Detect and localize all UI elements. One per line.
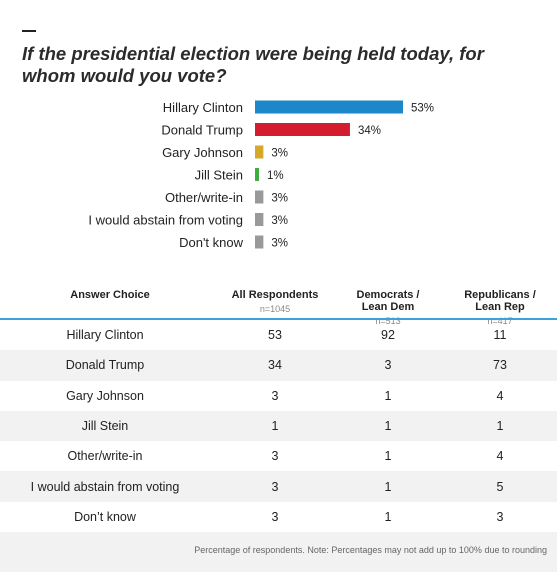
bar xyxy=(255,100,403,114)
cell-rep: 4 xyxy=(496,388,504,403)
bar-value-label: 3% xyxy=(271,193,288,205)
cell-rep: 1 xyxy=(496,419,504,434)
table-row: Hillary Clinton 53 92 11 xyxy=(0,320,557,350)
bar xyxy=(255,213,264,226)
table-row: Gary Johnson 3 1 4 xyxy=(0,381,557,411)
bar-category-label: Other/write-in xyxy=(165,190,243,205)
cell-choice: Other/write-in xyxy=(67,449,143,464)
header-dem-n: n=513 xyxy=(375,316,401,326)
cell-rep: 5 xyxy=(496,479,504,494)
cell-dem: 1 xyxy=(384,509,392,524)
cell-dem: 1 xyxy=(384,419,392,434)
cell-rep: 73 xyxy=(493,358,507,373)
cell-dem: 1 xyxy=(384,388,392,403)
bar-value-label: 1% xyxy=(267,170,284,182)
bar xyxy=(255,123,350,136)
bar-chart: Hillary Clinton 53% Donald Trump 34% Gary Jo… xyxy=(88,100,434,250)
cell-all: 1 xyxy=(271,419,279,434)
cell-all: 3 xyxy=(271,388,279,403)
cell-dem: 92 xyxy=(381,328,395,343)
table-row: Donald Trump 34 3 73 xyxy=(0,350,557,381)
header-rule xyxy=(0,318,557,320)
bar xyxy=(255,235,264,249)
cell-dem: 3 xyxy=(384,358,392,373)
table-row: I would abstain from voting 3 1 5 xyxy=(0,471,557,502)
header-all-respondents: All Respondents n=1045 xyxy=(225,289,325,315)
chart-title: If the presidential election were being … xyxy=(22,43,484,86)
table-body: Hillary Clinton 53 92 11 Donald Trump 34… xyxy=(0,320,557,532)
cell-all: 53 xyxy=(268,328,282,343)
cell-all: 3 xyxy=(271,449,279,464)
cell-rep: 11 xyxy=(493,328,507,343)
header-all-n: n=1045 xyxy=(259,304,291,314)
cell-dem: 1 xyxy=(384,449,392,464)
bar xyxy=(255,190,264,204)
title-dash xyxy=(22,30,36,32)
bar-category-label: Hillary Clinton xyxy=(163,100,243,115)
bar-value-label: 3% xyxy=(271,238,288,250)
cell-choice: I would abstain from voting xyxy=(30,479,180,494)
cell-all: 3 xyxy=(271,479,279,494)
bar-category-label: Don't know xyxy=(179,235,244,250)
header-democrats: Democrats / Lean Dem n=513 xyxy=(338,277,438,339)
bar-category-label: I would abstain from voting xyxy=(88,213,243,228)
cell-rep: 4 xyxy=(496,449,504,464)
bar xyxy=(255,145,264,159)
bar-category-label: Jill Stein xyxy=(195,168,243,183)
table-row: Jill Stein 1 1 1 xyxy=(0,410,557,442)
footnote: Percentage of respondents. Note: Percent… xyxy=(194,545,547,555)
header-republicans: Republicans / Lean Rep n=417 xyxy=(450,277,550,339)
cell-rep: 3 xyxy=(496,509,504,524)
footer-band xyxy=(0,532,557,572)
bar-value-label: 53% xyxy=(411,103,434,115)
cell-choice: Don’t know xyxy=(74,509,136,524)
cell-all: 3 xyxy=(271,509,279,524)
cell-choice: Jill Stein xyxy=(81,419,129,434)
cell-all: 34 xyxy=(268,358,282,373)
table-header: Answer Choice All Respondents n=1045 Dem… xyxy=(0,272,557,326)
cell-dem: 1 xyxy=(384,479,392,494)
bar-value-label: 34% xyxy=(358,125,381,137)
bar-category-label: Donald Trump xyxy=(161,123,243,138)
cell-choice: Gary Johnson xyxy=(66,388,144,403)
table-row: Don’t know 3 1 3 xyxy=(0,502,557,532)
bar-category-label: Gary Johnson xyxy=(162,145,243,160)
header-rep-n: n=417 xyxy=(487,316,513,326)
bar-value-label: 3% xyxy=(271,215,288,227)
cell-choice: Hillary Clinton xyxy=(66,328,144,343)
bar-value-label: 3% xyxy=(271,148,288,160)
table-row: Other/write-in 3 1 4 xyxy=(0,441,557,471)
header-answer-choice: Answer Choice xyxy=(70,289,150,301)
bar xyxy=(255,168,259,181)
cell-choice: Donald Trump xyxy=(65,358,145,373)
